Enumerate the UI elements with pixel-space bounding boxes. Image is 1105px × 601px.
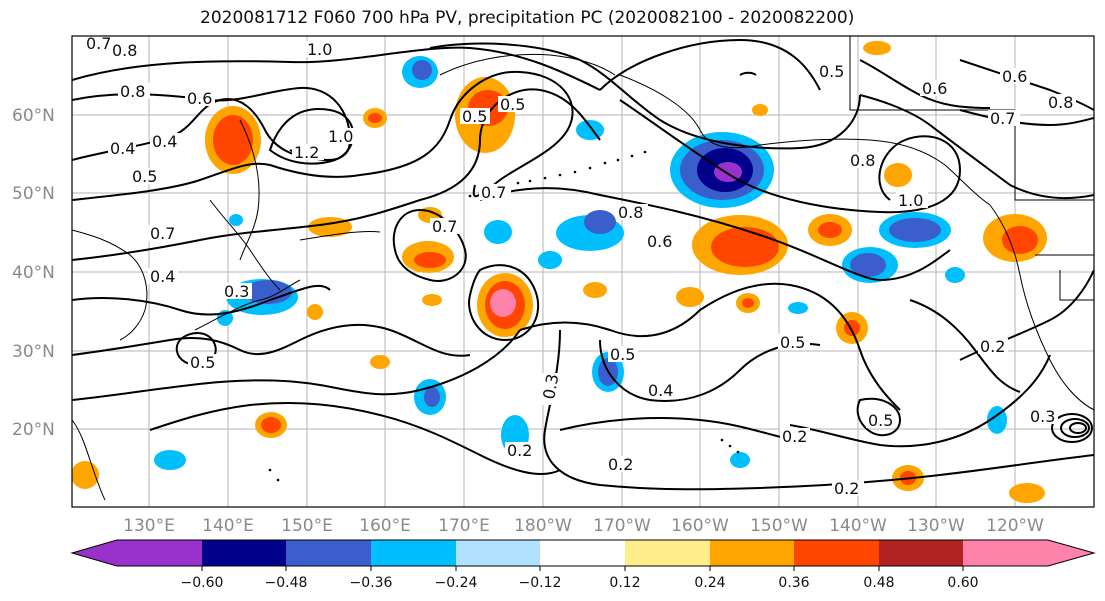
contour-label: 0.8 bbox=[850, 151, 875, 170]
positive-precip-shading bbox=[72, 41, 1047, 503]
colorbar-tick-label: −0.60 bbox=[181, 575, 224, 591]
contour-label: 0.8 bbox=[1048, 93, 1073, 112]
lon-label: 130°E bbox=[123, 516, 175, 536]
colorbar-segment bbox=[456, 540, 540, 566]
contour-label: 1.0 bbox=[307, 40, 332, 59]
colorbar-segment bbox=[710, 540, 794, 566]
lon-label: 180°W bbox=[514, 516, 572, 536]
colorbar-tick-label: −0.36 bbox=[350, 575, 393, 591]
contour-label: 0.4 bbox=[110, 139, 135, 158]
contour-label: 0.5 bbox=[462, 107, 487, 126]
lon-label: 170°W bbox=[593, 516, 651, 536]
contour-label: 0.8 bbox=[120, 82, 145, 101]
colorbar-tick-label: 0.12 bbox=[609, 575, 640, 591]
colorbar-tick-label: 0.60 bbox=[947, 575, 978, 591]
contour-label: 0.8 bbox=[618, 203, 643, 222]
contour-label: 0.7 bbox=[86, 34, 111, 53]
lon-label: 150°W bbox=[750, 516, 808, 536]
contour-label: 0.8 bbox=[112, 41, 137, 60]
lon-label: 150°E bbox=[281, 516, 333, 536]
contour-label: 0.5 bbox=[610, 345, 635, 364]
contour-label: 0.6 bbox=[187, 89, 212, 108]
colorbar-segment bbox=[879, 540, 963, 566]
contour-label: 0.3 bbox=[539, 372, 562, 400]
contour-label: 0.5 bbox=[868, 411, 893, 430]
contour-label: 0.2 bbox=[834, 479, 859, 498]
lat-label: 60°N bbox=[12, 106, 55, 126]
contour-label: 0.2 bbox=[980, 337, 1005, 356]
contour-label: 0.5 bbox=[819, 62, 844, 81]
contour-label: 0.3 bbox=[1030, 407, 1055, 426]
lat-label: 40°N bbox=[12, 263, 55, 283]
contour-label: 0.5 bbox=[500, 95, 525, 114]
lon-label: 160°E bbox=[359, 516, 411, 536]
colorbar-tick-label: −0.24 bbox=[435, 575, 478, 591]
figure-title: 2020081712 F060 700 hPa PV, precipitatio… bbox=[200, 8, 855, 28]
contour-label: 1.0 bbox=[898, 191, 923, 210]
contour-label: 0.7 bbox=[990, 109, 1015, 128]
contour-label: 1.2 bbox=[294, 143, 319, 162]
contour-label: 0.5 bbox=[132, 167, 157, 186]
contour-label: 0.2 bbox=[782, 427, 807, 446]
lat-label: 50°N bbox=[12, 184, 55, 204]
contour-label: 0.2 bbox=[507, 441, 532, 460]
contour-label: 0.5 bbox=[780, 333, 805, 352]
map-content: 0.7 0.8 1.0 0.8 0.6 0.4 0.4 0.5 1.2 1.0 … bbox=[72, 34, 1094, 507]
colorbar-extend-min bbox=[72, 540, 117, 566]
colorbar-tick-label: −0.48 bbox=[265, 575, 308, 591]
colorbar-segment bbox=[117, 540, 202, 566]
colorbar-tick-label: 0.36 bbox=[778, 575, 809, 591]
colorbar-segment bbox=[202, 540, 286, 566]
contour-label: 0.6 bbox=[1002, 67, 1027, 86]
lon-label: 170°E bbox=[438, 516, 490, 536]
contour-label: 0.7 bbox=[150, 224, 175, 243]
lon-label: 120°W bbox=[986, 516, 1044, 536]
contour-label: 1.0 bbox=[328, 127, 353, 146]
lon-label: 140°W bbox=[829, 516, 887, 536]
contour-label: 0.4 bbox=[152, 132, 177, 151]
colorbar-extend-max bbox=[963, 540, 1094, 566]
coastlines bbox=[72, 36, 1094, 501]
lat-label: 30°N bbox=[12, 342, 55, 362]
latitude-labels: 60°N 50°N 40°N 30°N 20°N bbox=[12, 106, 55, 440]
contour-label: 0.6 bbox=[647, 232, 672, 251]
colorbar-tick-label: 0.48 bbox=[863, 575, 894, 591]
contour-label: 0.7 bbox=[481, 183, 506, 202]
colorbar-ticks bbox=[201, 566, 964, 571]
lat-label: 20°N bbox=[12, 420, 55, 440]
colorbar-segment bbox=[540, 540, 625, 566]
contour-label: 0.2 bbox=[608, 455, 633, 474]
contour-label: 0.5 bbox=[190, 353, 215, 372]
colorbar-segment bbox=[794, 540, 879, 566]
contour-labels: 0.7 0.8 1.0 0.8 0.6 0.4 0.4 0.5 1.2 1.0 … bbox=[84, 34, 1076, 498]
lon-label: 160°W bbox=[671, 516, 729, 536]
contour-label: 0.6 bbox=[922, 79, 947, 98]
title-bar: 2020081712 F060 700 hPa PV, precipitatio… bbox=[0, 0, 1105, 34]
colorbar: −0.60 −0.48 −0.36 −0.24 −0.12 0.12 0.24 … bbox=[70, 539, 1096, 591]
colorbar-tick-label: −0.12 bbox=[519, 575, 562, 591]
colorbar-segment bbox=[371, 540, 456, 566]
colorbar-outline bbox=[70, 539, 1096, 567]
lon-label: 130°W bbox=[907, 516, 965, 536]
colorbar-tick-label: 0.24 bbox=[694, 575, 725, 591]
longitude-labels: 130°E 140°E 150°E 160°E 170°E 180°W 170°… bbox=[123, 516, 1044, 536]
map-frame bbox=[71, 35, 1095, 508]
contour-label: 0.4 bbox=[648, 381, 673, 400]
colorbar-segment bbox=[286, 540, 371, 566]
contour-label: 0.3 bbox=[224, 282, 249, 301]
lon-label: 140°E bbox=[202, 516, 254, 536]
colorbar-segment bbox=[625, 540, 710, 566]
contour-label: 0.4 bbox=[150, 267, 175, 286]
contour-label: 0.7 bbox=[432, 217, 457, 236]
